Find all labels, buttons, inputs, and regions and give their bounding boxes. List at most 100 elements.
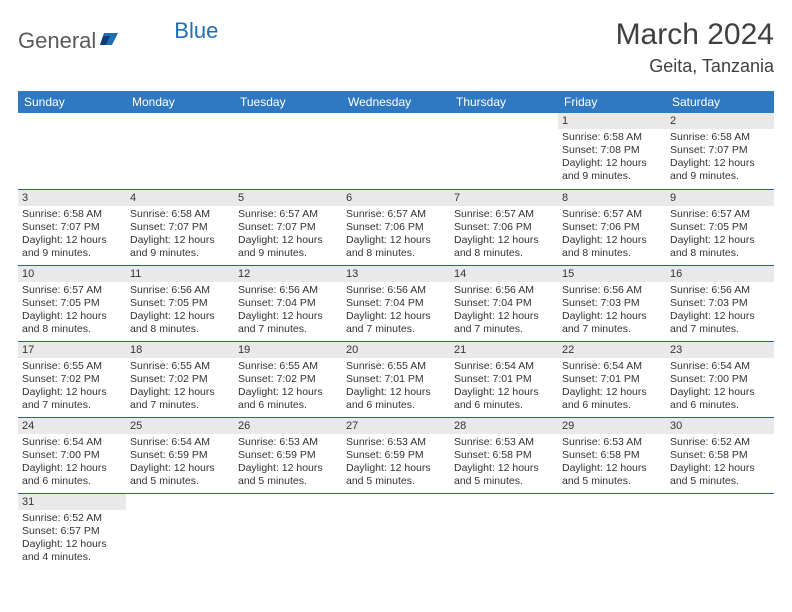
daylight-text: Daylight: 12 hours [130,234,230,247]
daylight-text: Daylight: 12 hours [130,386,230,399]
calendar-cell: 18Sunrise: 6:55 AMSunset: 7:02 PMDayligh… [126,341,234,417]
day-data: Sunrise: 6:55 AMSunset: 7:02 PMDaylight:… [18,358,126,417]
day-data: Sunrise: 6:56 AMSunset: 7:03 PMDaylight:… [666,282,774,341]
day-data: Sunrise: 6:53 AMSunset: 6:58 PMDaylight:… [558,434,666,493]
sunset-text: Sunset: 7:06 PM [346,221,446,234]
daylight-text: Daylight: 12 hours [670,462,770,475]
daylight-text: Daylight: 12 hours [346,234,446,247]
calendar-row: 10Sunrise: 6:57 AMSunset: 7:05 PMDayligh… [18,265,774,341]
sunrise-text: Sunrise: 6:57 AM [346,208,446,221]
daylight-text: Daylight: 12 hours [562,157,662,170]
calendar-row: 24Sunrise: 6:54 AMSunset: 7:00 PMDayligh… [18,417,774,493]
calendar-cell: 12Sunrise: 6:56 AMSunset: 7:04 PMDayligh… [234,265,342,341]
day-data: Sunrise: 6:56 AMSunset: 7:04 PMDaylight:… [450,282,558,341]
day-number: 9 [666,190,774,206]
day-number: 10 [18,266,126,282]
sunrise-text: Sunrise: 6:57 AM [454,208,554,221]
daylight-text: Daylight: 12 hours [238,462,338,475]
day-number: 25 [126,418,234,434]
daylight-text: Daylight: 12 hours [346,386,446,399]
day-data: Sunrise: 6:56 AMSunset: 7:03 PMDaylight:… [558,282,666,341]
sunset-text: Sunset: 6:57 PM [22,525,122,538]
daylight-text: and 9 minutes. [22,247,122,260]
daylight-text: and 8 minutes. [670,247,770,260]
day-number: 27 [342,418,450,434]
calendar-cell [126,113,234,189]
day-number: 15 [558,266,666,282]
sunset-text: Sunset: 7:01 PM [346,373,446,386]
daylight-text: Daylight: 12 hours [454,386,554,399]
day-data: Sunrise: 6:52 AMSunset: 6:58 PMDaylight:… [666,434,774,493]
weekday-header-row: Sunday Monday Tuesday Wednesday Thursday… [18,91,774,113]
sunrise-text: Sunrise: 6:52 AM [670,436,770,449]
calendar-cell: 5Sunrise: 6:57 AMSunset: 7:07 PMDaylight… [234,189,342,265]
daylight-text: Daylight: 12 hours [562,310,662,323]
day-number: 28 [450,418,558,434]
daylight-text: and 5 minutes. [130,475,230,488]
calendar-cell: 17Sunrise: 6:55 AMSunset: 7:02 PMDayligh… [18,341,126,417]
calendar-cell: 2Sunrise: 6:58 AMSunset: 7:07 PMDaylight… [666,113,774,189]
calendar-cell: 4Sunrise: 6:58 AMSunset: 7:07 PMDaylight… [126,189,234,265]
calendar-cell: 6Sunrise: 6:57 AMSunset: 7:06 PMDaylight… [342,189,450,265]
daylight-text: and 6 minutes. [22,475,122,488]
sunset-text: Sunset: 7:01 PM [562,373,662,386]
sunset-text: Sunset: 7:08 PM [562,144,662,157]
daylight-text: and 7 minutes. [22,399,122,412]
sunrise-text: Sunrise: 6:56 AM [238,284,338,297]
weekday-header: Thursday [450,91,558,113]
logo: General Blue [18,18,218,54]
calendar-cell: 3Sunrise: 6:58 AMSunset: 7:07 PMDaylight… [18,189,126,265]
day-data: Sunrise: 6:57 AMSunset: 7:07 PMDaylight:… [234,206,342,265]
sunrise-text: Sunrise: 6:55 AM [22,360,122,373]
title-block: March 2024 Geita, Tanzania [616,18,774,77]
daylight-text: Daylight: 12 hours [22,538,122,551]
day-number: 5 [234,190,342,206]
daylight-text: and 6 minutes. [670,399,770,412]
sunset-text: Sunset: 7:04 PM [454,297,554,310]
daylight-text: and 8 minutes. [454,247,554,260]
sunrise-text: Sunrise: 6:58 AM [130,208,230,221]
location-subtitle: Geita, Tanzania [616,56,774,77]
day-data: Sunrise: 6:54 AMSunset: 7:00 PMDaylight:… [18,434,126,493]
day-number: 30 [666,418,774,434]
day-number: 26 [234,418,342,434]
calendar-cell: 13Sunrise: 6:56 AMSunset: 7:04 PMDayligh… [342,265,450,341]
daylight-text: and 6 minutes. [562,399,662,412]
day-data: Sunrise: 6:56 AMSunset: 7:04 PMDaylight:… [234,282,342,341]
day-number: 18 [126,342,234,358]
day-number: 4 [126,190,234,206]
calendar-cell: 19Sunrise: 6:55 AMSunset: 7:02 PMDayligh… [234,341,342,417]
daylight-text: and 5 minutes. [238,475,338,488]
calendar-cell: 15Sunrise: 6:56 AMSunset: 7:03 PMDayligh… [558,265,666,341]
sunrise-text: Sunrise: 6:58 AM [22,208,122,221]
weekday-header: Tuesday [234,91,342,113]
day-number: 3 [18,190,126,206]
calendar-cell: 1Sunrise: 6:58 AMSunset: 7:08 PMDaylight… [558,113,666,189]
daylight-text: and 8 minutes. [130,323,230,336]
day-number: 2 [666,113,774,129]
calendar-cell: 20Sunrise: 6:55 AMSunset: 7:01 PMDayligh… [342,341,450,417]
calendar-cell [558,493,666,569]
calendar-table: Sunday Monday Tuesday Wednesday Thursday… [18,91,774,569]
day-data: Sunrise: 6:55 AMSunset: 7:02 PMDaylight:… [126,358,234,417]
day-data: Sunrise: 6:57 AMSunset: 7:05 PMDaylight:… [18,282,126,341]
sunset-text: Sunset: 7:04 PM [346,297,446,310]
daylight-text: and 5 minutes. [346,475,446,488]
calendar-cell: 11Sunrise: 6:56 AMSunset: 7:05 PMDayligh… [126,265,234,341]
daylight-text: and 7 minutes. [670,323,770,336]
sunset-text: Sunset: 7:06 PM [454,221,554,234]
day-data: Sunrise: 6:57 AMSunset: 7:06 PMDaylight:… [558,206,666,265]
calendar-cell [450,113,558,189]
sunrise-text: Sunrise: 6:52 AM [22,512,122,525]
day-data: Sunrise: 6:54 AMSunset: 7:01 PMDaylight:… [450,358,558,417]
day-number: 20 [342,342,450,358]
sunrise-text: Sunrise: 6:53 AM [454,436,554,449]
weekday-header: Wednesday [342,91,450,113]
day-data: Sunrise: 6:54 AMSunset: 7:01 PMDaylight:… [558,358,666,417]
daylight-text: and 4 minutes. [22,551,122,564]
header: General Blue March 2024 Geita, Tanzania [18,18,774,77]
daylight-text: Daylight: 12 hours [562,386,662,399]
day-data: Sunrise: 6:53 AMSunset: 6:59 PMDaylight:… [342,434,450,493]
day-data: Sunrise: 6:52 AMSunset: 6:57 PMDaylight:… [18,510,126,569]
calendar-row: 3Sunrise: 6:58 AMSunset: 7:07 PMDaylight… [18,189,774,265]
